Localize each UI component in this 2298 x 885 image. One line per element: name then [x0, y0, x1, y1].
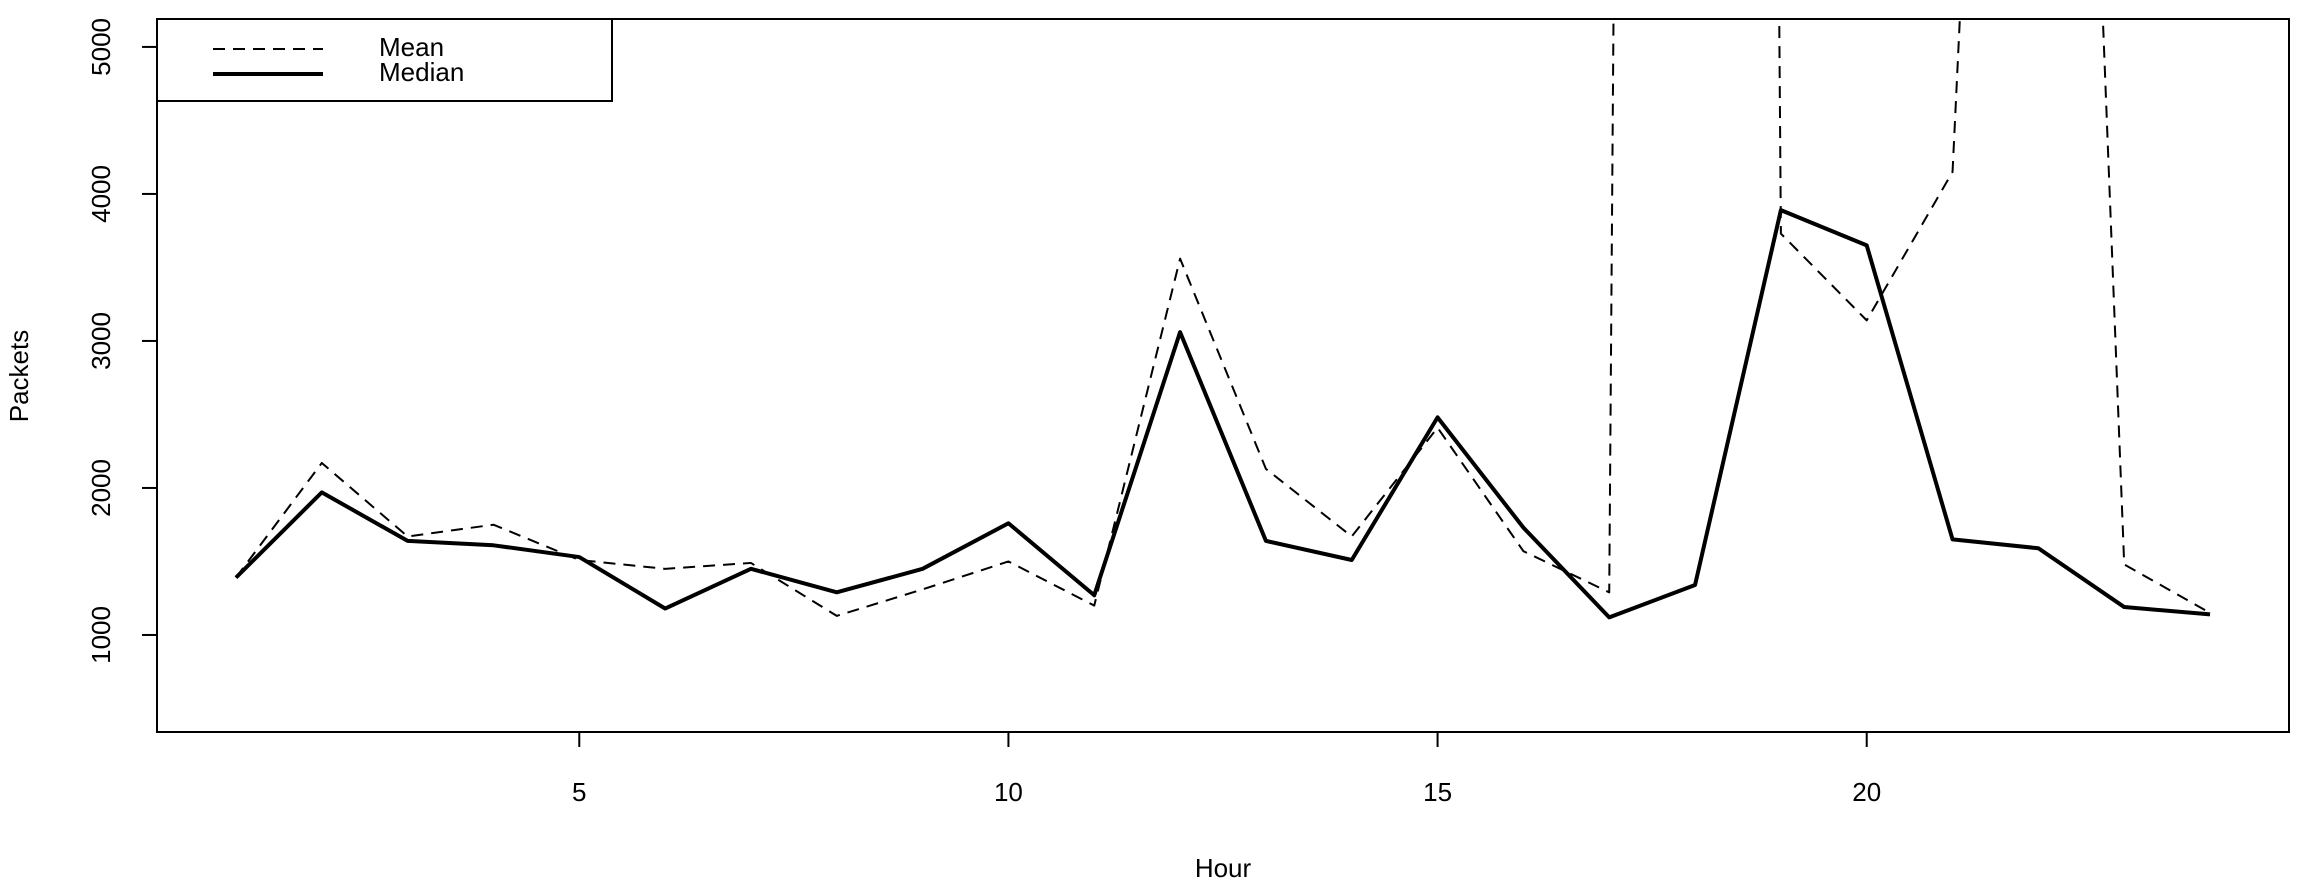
- y-axis-label: Packets: [4, 330, 34, 423]
- legend-box: [156, 18, 613, 102]
- plot-frame: [156, 18, 2290, 733]
- x-tick-label: 5: [572, 777, 586, 807]
- y-tick-label: 3000: [86, 312, 116, 370]
- x-tick-label: 15: [1423, 777, 1452, 807]
- x-tick-label: 10: [994, 777, 1023, 807]
- lines: [234, 19, 2211, 620]
- y-tick-label: 5000: [86, 18, 116, 76]
- y-tick-label: 2000: [86, 459, 116, 517]
- x-tick-label: 20: [1852, 777, 1881, 807]
- legend-label: Median: [379, 57, 464, 87]
- y-tick-label: 4000: [86, 165, 116, 223]
- series-line: [234, 208, 2211, 620]
- y-tick-label: 1000: [86, 606, 116, 664]
- legend-label: Mean: [379, 32, 444, 62]
- x-axis-label: Hour: [1195, 853, 1252, 883]
